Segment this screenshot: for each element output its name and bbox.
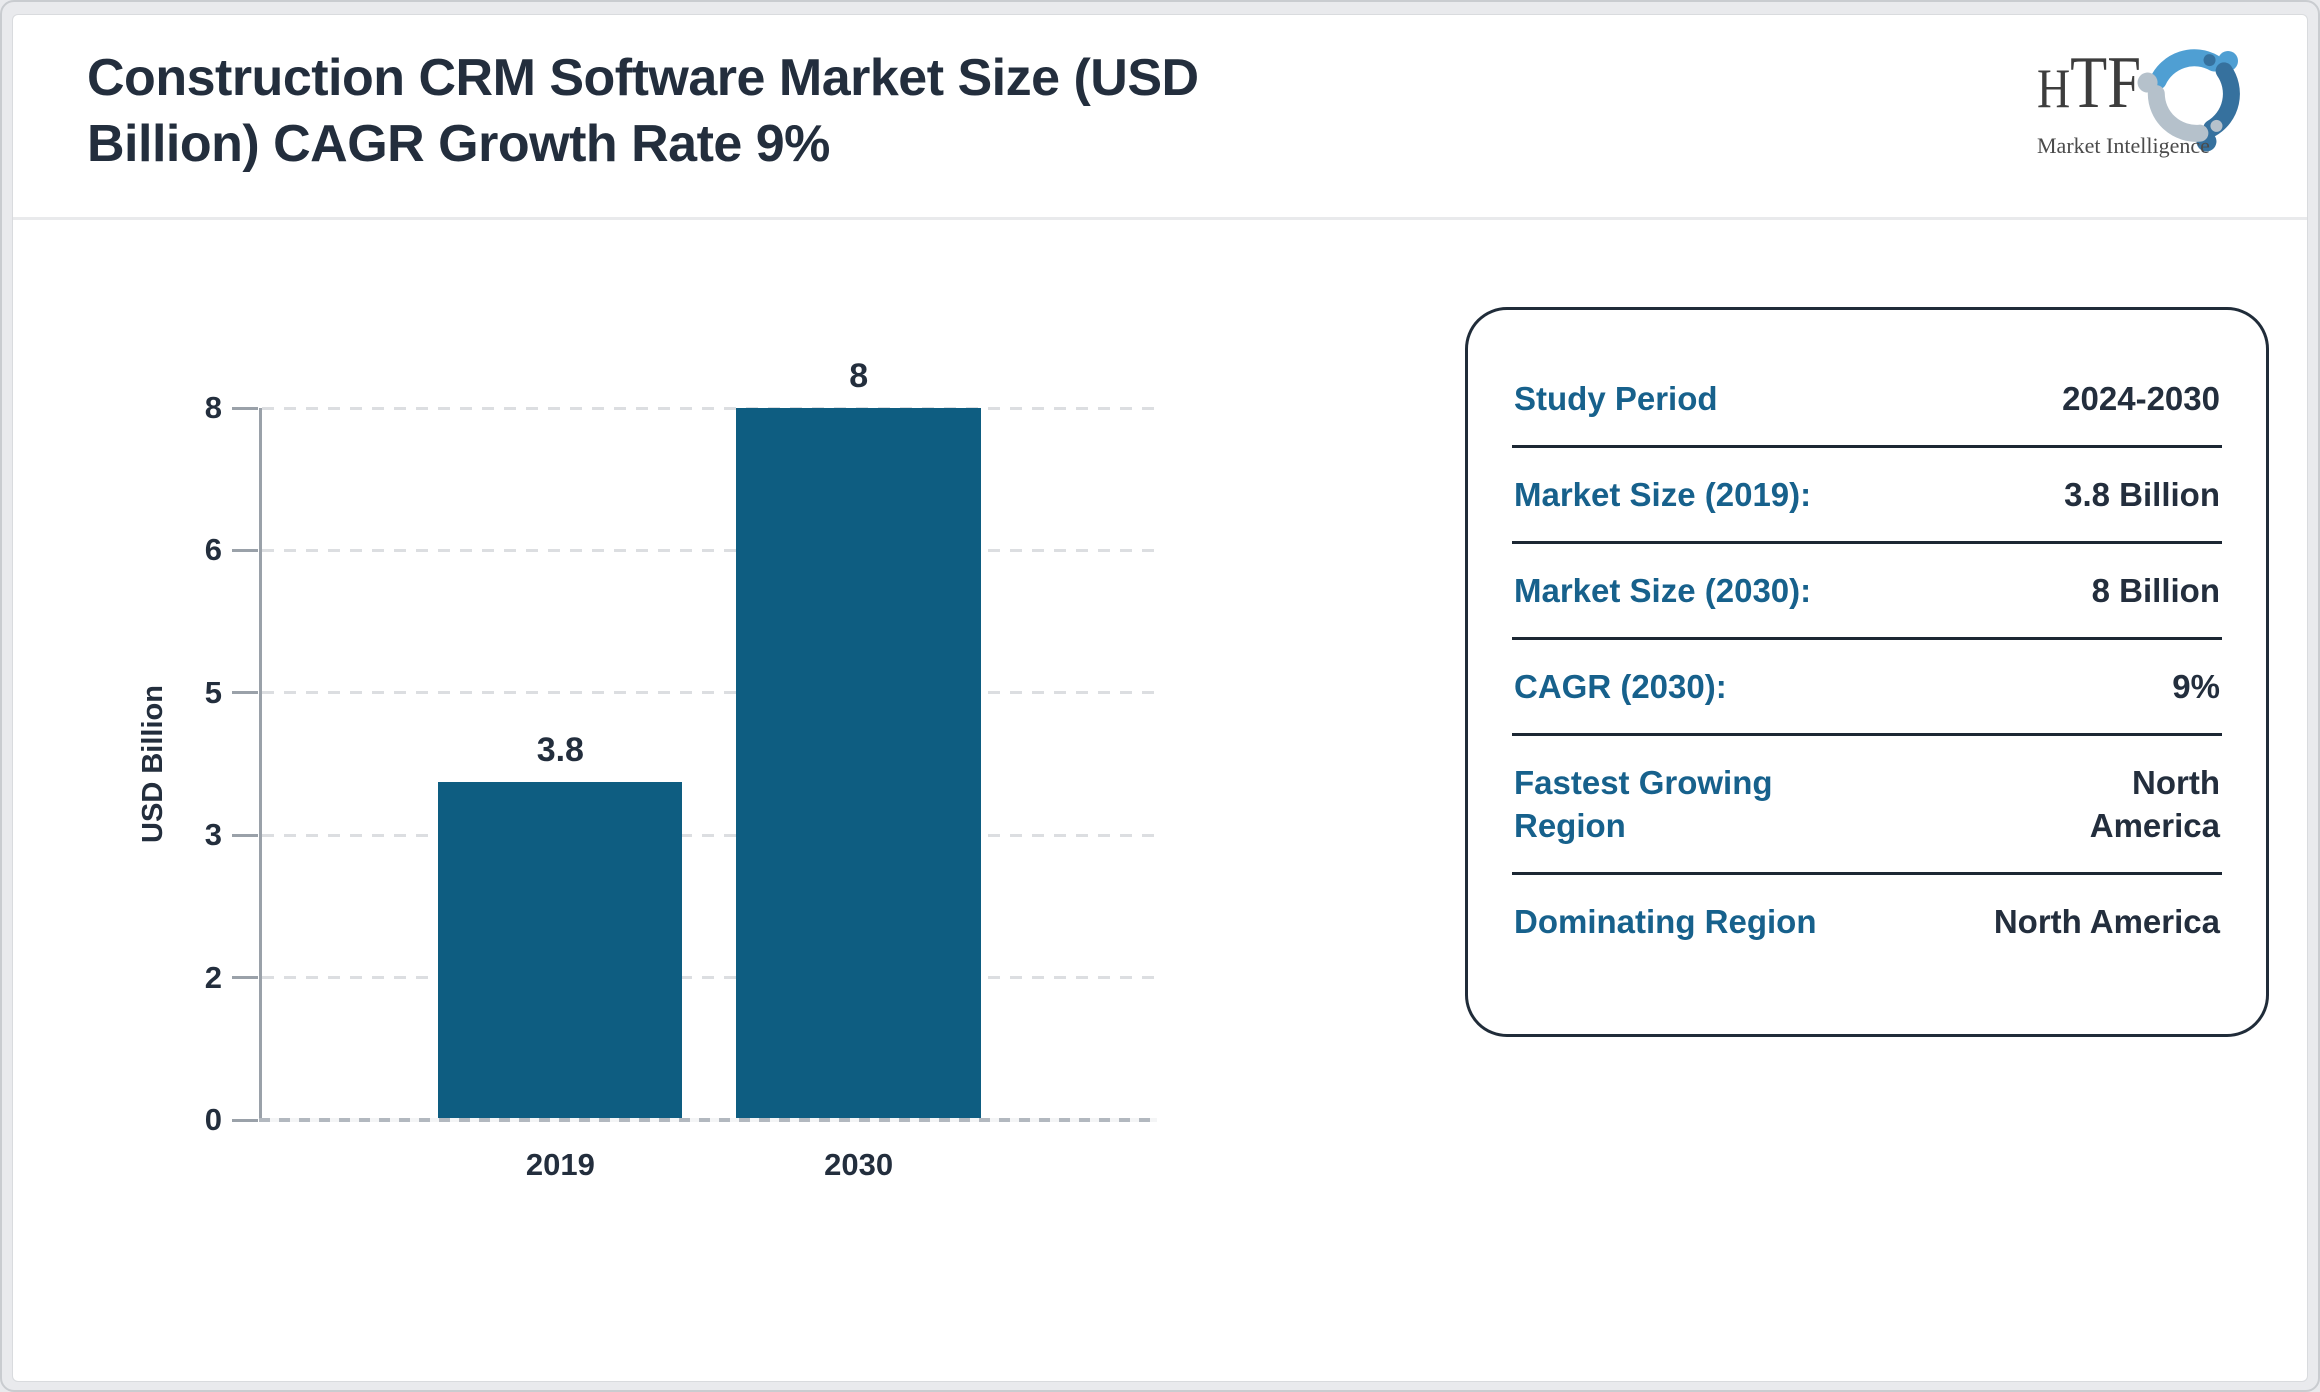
bar-2019 bbox=[438, 781, 683, 1120]
page-title-line-2: Billion) CAGR Growth Rate 9% bbox=[87, 115, 830, 173]
row-label: Study Period bbox=[1514, 380, 1718, 417]
y-tick-label: 8 bbox=[204, 390, 222, 425]
bar-2030 bbox=[736, 408, 981, 1120]
y-tick-mark bbox=[232, 1118, 258, 1122]
y-tick-mark bbox=[232, 833, 258, 837]
panel-row-cagr: CAGR (2030): 9% bbox=[1512, 640, 2222, 736]
y-tick-mark bbox=[232, 548, 258, 552]
row-label: Fastest Growing Region bbox=[1514, 764, 1773, 844]
row-label: Market Size (2030): bbox=[1514, 572, 1812, 609]
y-tick-mark bbox=[232, 976, 258, 980]
bar-value-label: 3.8 bbox=[536, 730, 584, 769]
y-tick-label: 6 bbox=[204, 532, 222, 568]
panel-row-market-size-2030: Market Size (2030): 8 Billion bbox=[1512, 544, 2222, 640]
row-value: North America bbox=[1993, 903, 2220, 940]
htf-logo-graphic: HTF bbox=[2037, 41, 2240, 158]
y-tick-mark bbox=[232, 691, 258, 695]
row-label: Market Size (2019): bbox=[1514, 476, 1812, 513]
row-label: CAGR (2030): bbox=[1514, 668, 1727, 705]
page-title: Construction CRM Software Market Size (U… bbox=[87, 45, 1199, 177]
htf-logo: HTF bbox=[1991, 31, 2261, 191]
y-tick-mark bbox=[232, 406, 258, 410]
row-value: 2024-2030 bbox=[2062, 380, 2220, 417]
row-value: 8 Billion bbox=[2091, 572, 2220, 609]
x-axis-baseline bbox=[259, 1118, 1157, 1122]
page-title-line-1: Construction CRM Software Market Size (U… bbox=[87, 49, 1199, 107]
y-tick-label: 2 bbox=[204, 959, 222, 995]
y-gridline bbox=[262, 976, 1157, 980]
header: Construction CRM Software Market Size (U… bbox=[13, 15, 2307, 220]
summary-panel: Study Period 2024-2030 Market Size (2019… bbox=[1465, 307, 2269, 1037]
y-tick-label: 3 bbox=[204, 817, 222, 853]
panel-row-dominating-region: Dominating Region North America bbox=[1512, 875, 2222, 968]
svg-text:HTF: HTF bbox=[2037, 41, 2141, 123]
panel-row-fastest-growing-region: Fastest Growing Region North America bbox=[1512, 736, 2222, 875]
y-gridline bbox=[262, 548, 1157, 552]
y-tick-label: 5 bbox=[204, 674, 222, 710]
row-value: 3.8 Billion bbox=[2064, 476, 2220, 513]
row-value: 9% bbox=[2172, 668, 2220, 705]
y-gridline bbox=[262, 833, 1157, 837]
infographic-card: Construction CRM Software Market Size (U… bbox=[12, 14, 2308, 1382]
logo-subtext-svg: Market Intelligence bbox=[2037, 133, 2210, 158]
panel-row-study-period: Study Period 2024-2030 bbox=[1512, 352, 2222, 448]
bar-value-label: 8 bbox=[849, 357, 869, 395]
y-gridline bbox=[262, 691, 1157, 695]
y-gridline bbox=[262, 406, 1157, 410]
logo-figure-gray bbox=[2137, 72, 2223, 142]
row-value: North America bbox=[2089, 764, 2220, 844]
x-tick-label: 2019 bbox=[525, 1147, 595, 1182]
panel-row-market-size-2019: Market Size (2019): 3.8 Billion bbox=[1512, 448, 2222, 544]
y-tick-label: 0 bbox=[204, 1102, 222, 1137]
plot-area: USD Billion 0 2 3 5 6 8 3.8 2019 8 2030 bbox=[137, 358, 1157, 1182]
x-tick-label: 2030 bbox=[824, 1147, 894, 1182]
row-label: Dominating Region bbox=[1514, 903, 1817, 940]
